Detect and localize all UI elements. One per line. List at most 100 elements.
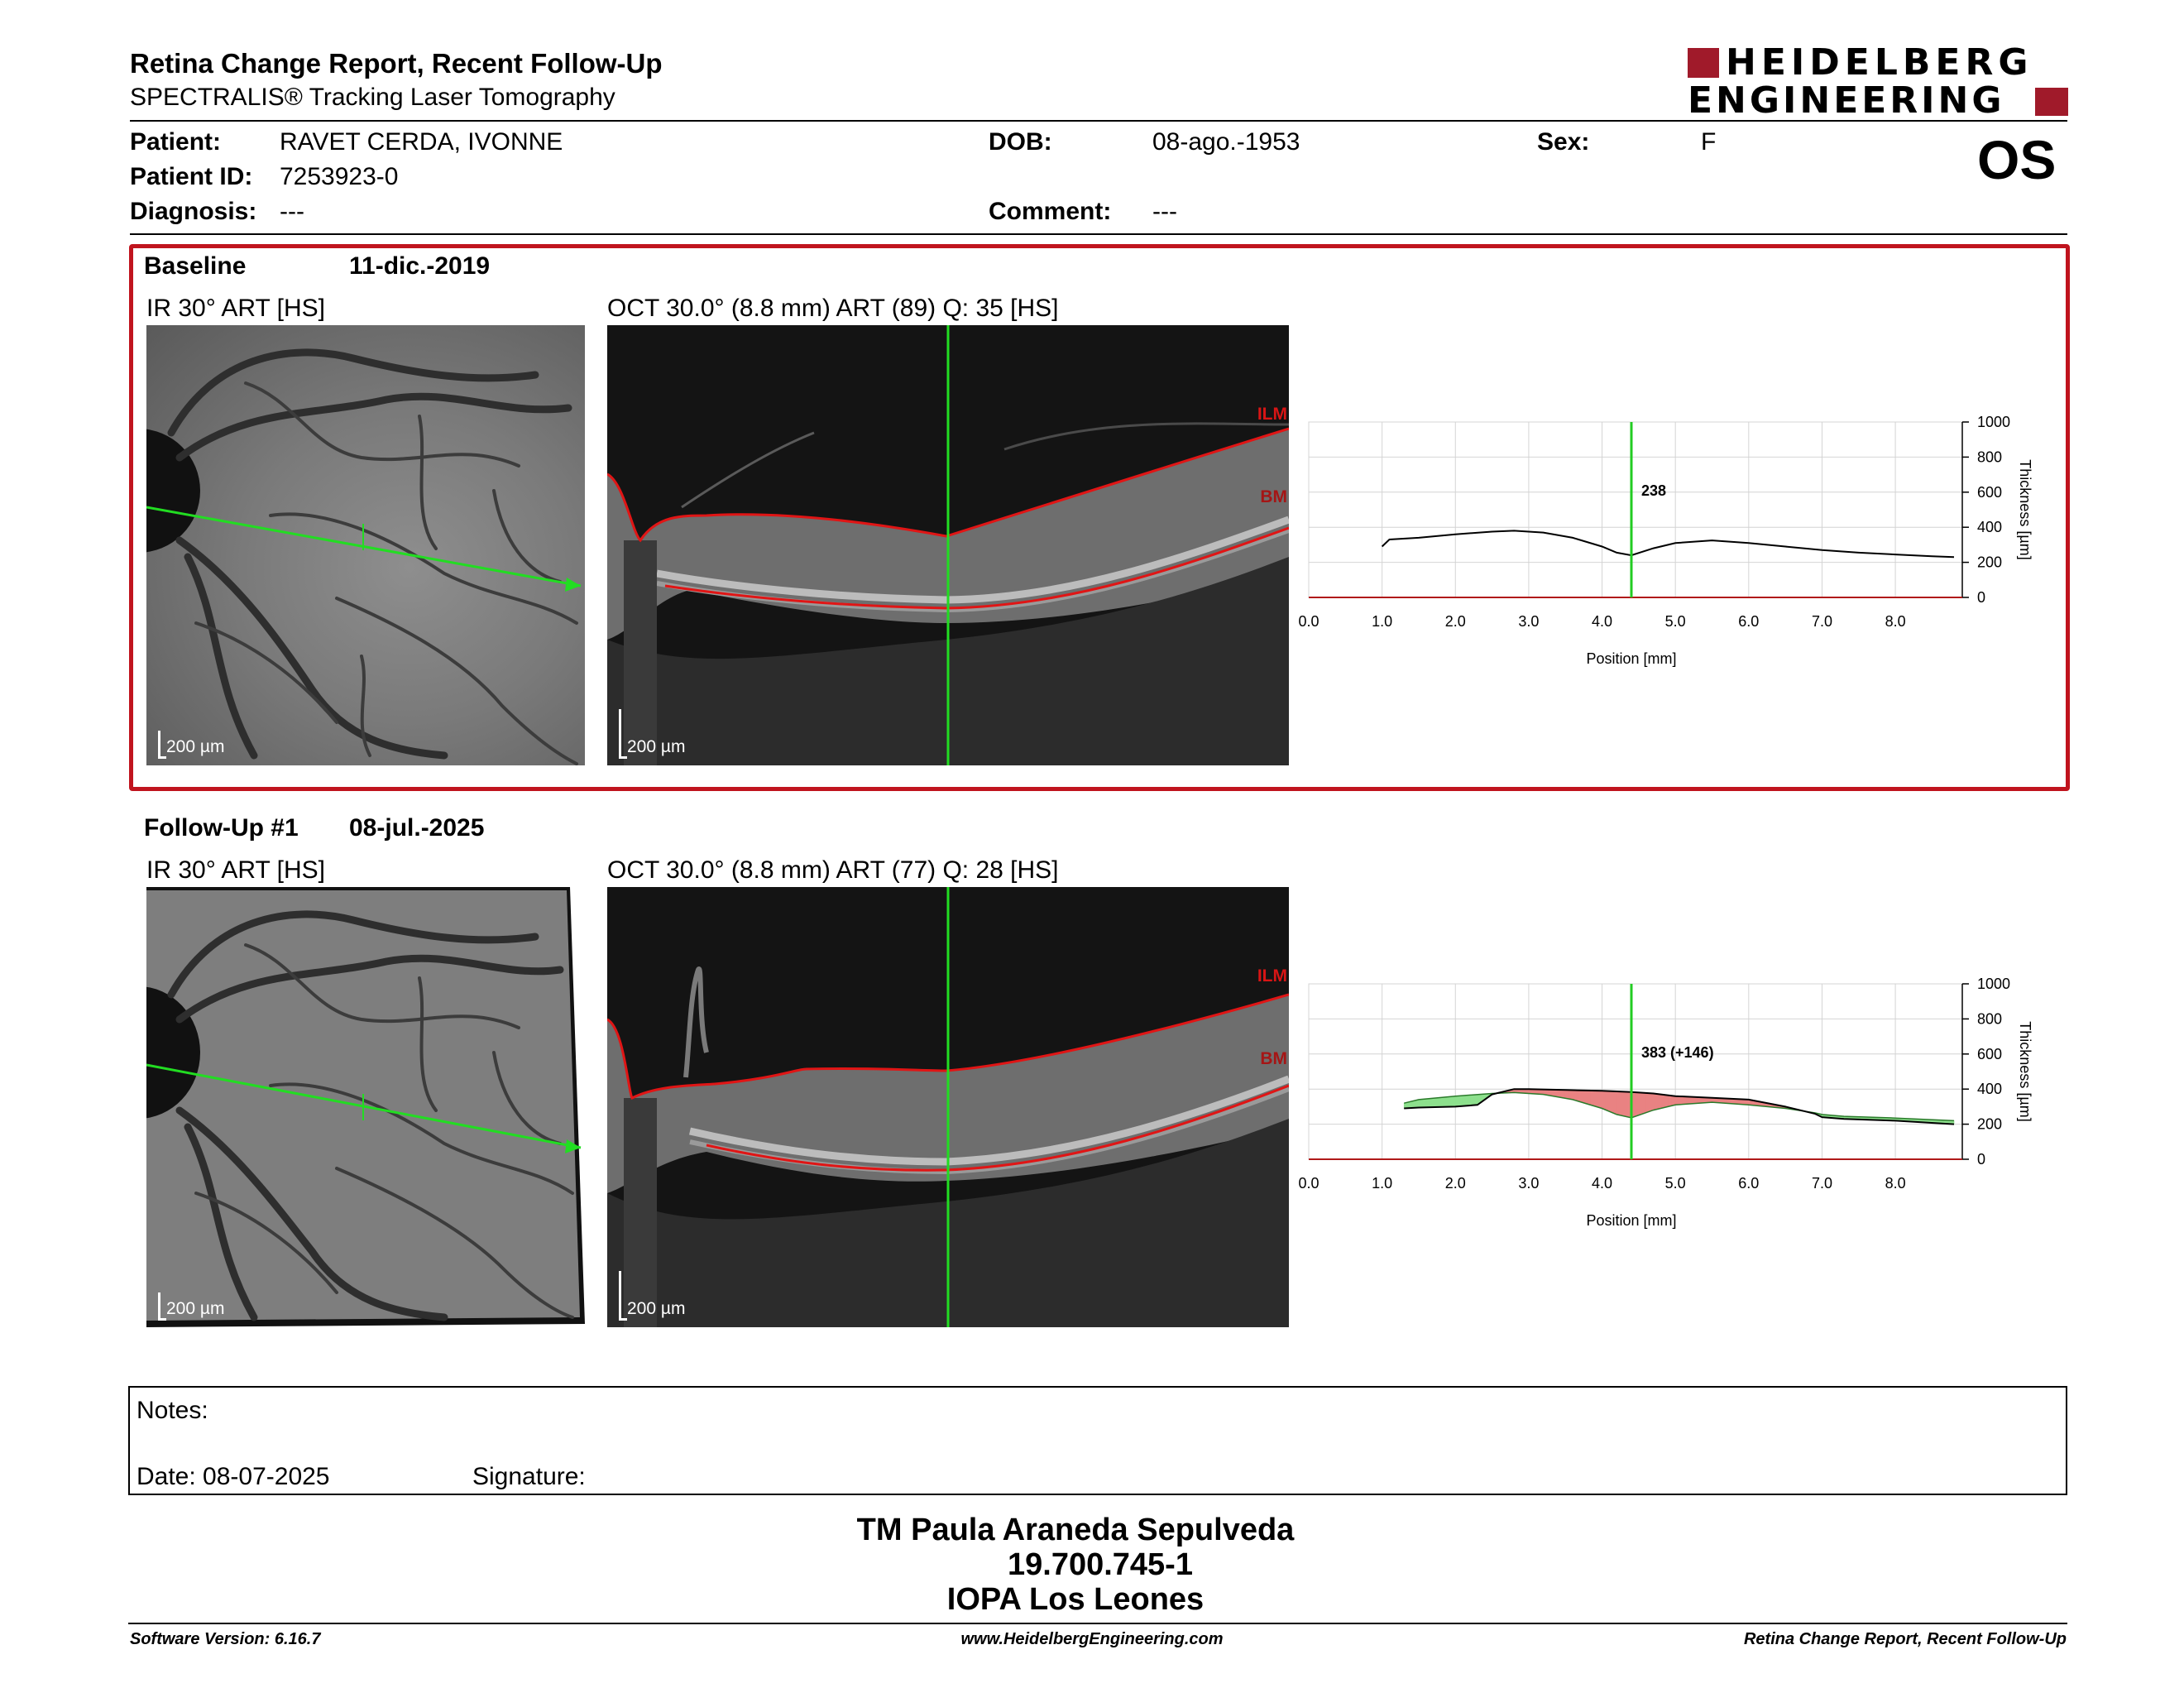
thickness-change-fill: [1638, 1092, 1643, 1116]
thickness-change-fill: [1561, 1089, 1566, 1099]
x-tick-label: 3.0: [1518, 613, 1539, 630]
thickness-change-fill: [1641, 1092, 1647, 1115]
x-axis-label: Position [mm]: [1586, 1212, 1676, 1229]
signer-institution: IOPA Los Leones: [946, 1582, 1205, 1617]
followup-oct-bscan-image: ILM BM 200 µm: [607, 887, 1289, 1327]
notes-box: Notes: Date: 08-07-2025 Signature:: [128, 1386, 2067, 1495]
comment-label: Comment:: [989, 198, 1112, 225]
patient-name: RAVET CERDA, IVONNE: [280, 128, 563, 156]
thickness-change-fill: [1649, 1092, 1654, 1112]
thickness-change-fill: [1597, 1090, 1602, 1109]
signer-id: 19.700.745-1: [1008, 1547, 1193, 1582]
baseline-oct-title: OCT 30.0° (8.8 mm) ART (89) Q: 35 [HS]: [607, 295, 1059, 322]
patient-id-value: 7253923-0: [280, 163, 399, 190]
x-tick-label: 1.0: [1372, 613, 1392, 630]
y-tick-label: 0: [1977, 1151, 1985, 1168]
followup-ir-fundus-image: 200 µm: [146, 887, 585, 1327]
diagnosis-value: ---: [280, 198, 304, 225]
thickness-change-fill: [1679, 1096, 1684, 1105]
x-tick-label: 0.0: [1298, 613, 1319, 630]
thickness-change-fill: [1429, 1097, 1434, 1108]
x-tick-label: 1.0: [1372, 1175, 1392, 1192]
y-tick-label: 200: [1977, 554, 2002, 571]
thickness-change-fill: [1689, 1096, 1694, 1105]
cursor-value-label: 383 (+146): [1641, 1044, 1714, 1061]
followup-thickness-chart: 0 200 400 600 800 1000 0.0 1.0 2.0 3.0 4.0 5.0 6.0 7.…: [1291, 976, 2068, 1249]
baseline-date: 11-dic.-2019: [349, 252, 491, 280]
thickness-change-fill: [1448, 1096, 1453, 1107]
baseline-ir-scale-bar: 200 µm: [158, 729, 257, 759]
baseline-ir-fundus-image: 200 µm: [146, 325, 585, 765]
footer-software-version: Software Version: 6.16.7: [130, 1630, 321, 1648]
report-subtitle: SPECTRALIS® Tracking Laser Tomography: [130, 84, 615, 111]
thickness-line: [1381, 530, 1955, 559]
thickness-change-fill: [1620, 1091, 1625, 1117]
x-tick-label: 4.0: [1592, 1175, 1612, 1192]
y-tick-label: 400: [1977, 1081, 2002, 1097]
thickness-change-fill: [1635, 1091, 1640, 1117]
followup-ir-scale-bar: 200 µm: [158, 1291, 257, 1321]
baseline-ir-scale-text: 200 µm: [166, 737, 225, 756]
signer-name: TM Paula Araneda Sepulveda: [856, 1513, 1295, 1547]
logo-line1: HEIDELBERG: [1726, 41, 2033, 84]
y-tick-label: 0: [1977, 589, 1985, 606]
thickness-change-fill: [1674, 1096, 1679, 1105]
x-tick-label: 5.0: [1665, 613, 1686, 630]
footer-website-link[interactable]: www.HeidelbergEngineering.com: [960, 1630, 1224, 1648]
thickness-change-fill: [1440, 1096, 1445, 1108]
thickness-change-fill: [1594, 1090, 1599, 1108]
notes-label: Notes:: [136, 1397, 208, 1424]
y-tick-label: 1000: [1977, 976, 2010, 992]
followup-ir-title: IR 30° ART [HS]: [146, 856, 325, 884]
y-axis-label: Thickness [µm]: [2017, 1021, 2033, 1121]
plot-frame: [1308, 421, 1963, 598]
footer-report-name: Retina Change Report, Recent Follow-Up: [1743, 1630, 2067, 1648]
thickness-change-fill: [1660, 1094, 1665, 1109]
x-tick-label: 6.0: [1738, 1175, 1759, 1192]
followup-oct-scale-bar: 200 µm: [619, 1269, 718, 1321]
followup-ilm-label: ILM: [1257, 966, 1287, 985]
thickness-change-fill: [1576, 1090, 1581, 1102]
thickness-change-fill: [1645, 1092, 1650, 1114]
x-tick-label: 7.0: [1812, 1175, 1832, 1192]
diagnosis-label: Diagnosis:: [130, 198, 257, 225]
heidelberg-logo: HEIDELBERG ENGINEERING: [1688, 45, 2068, 119]
x-tick-label: 5.0: [1665, 1175, 1686, 1192]
thickness-change-fill: [1664, 1094, 1669, 1108]
baseline-ilm-label: ILM: [1257, 405, 1287, 424]
report-title: Retina Change Report, Recent Follow-Up: [130, 48, 663, 79]
followup-thickness-line: [1404, 1088, 1955, 1125]
x-tick-label: 7.0: [1812, 613, 1832, 630]
sex-value: F: [1701, 128, 1717, 156]
baseline-oct-scale-text: 200 µm: [627, 737, 686, 756]
x-tick-label: 3.0: [1518, 1175, 1539, 1192]
thickness-change-fill: [1458, 1095, 1463, 1107]
y-tick-label: 400: [1977, 519, 2002, 535]
sex-label: Sex:: [1537, 128, 1590, 156]
thickness-change-fill: [1444, 1096, 1449, 1108]
y-tick-label: 200: [1977, 1116, 2002, 1133]
x-tick-label: 8.0: [1885, 613, 1906, 630]
plot-frame: [1308, 983, 1963, 1160]
x-tick-label: 4.0: [1592, 613, 1612, 630]
notes-date: Date: 08-07-2025: [136, 1463, 330, 1490]
x-tick-label: 8.0: [1885, 1175, 1906, 1192]
thickness-change-fill: [1425, 1098, 1430, 1108]
dob-label: DOB:: [989, 128, 1052, 156]
baseline-ir-title: IR 30° ART [HS]: [146, 295, 325, 322]
x-tick-label: 0.0: [1298, 1175, 1319, 1192]
y-axis-label: Thickness [µm]: [2017, 459, 2033, 559]
thickness-change-fill: [1422, 1098, 1427, 1108]
thickness-change-fill: [1454, 1096, 1460, 1107]
baseline-frame: [129, 244, 2070, 791]
cursor-value-label: 238: [1641, 482, 1666, 499]
thickness-change-fill: [1433, 1097, 1438, 1108]
baseline-thickness-chart: 0 200 400 600 800 1000 0.0 1.0 2.0 3.0 4.0 5.0 6.0 7.…: [1291, 414, 2068, 687]
thickness-change-fill: [1436, 1097, 1441, 1108]
followup-oct-scale-text: 200 µm: [627, 1299, 686, 1318]
thickness-change-fill: [1462, 1095, 1467, 1107]
thickness-change-fill: [1451, 1096, 1456, 1107]
baseline-bm-label: BM: [1260, 487, 1287, 506]
thickness-change-fill: [1682, 1096, 1687, 1105]
thickness-change-fill: [1569, 1090, 1573, 1101]
